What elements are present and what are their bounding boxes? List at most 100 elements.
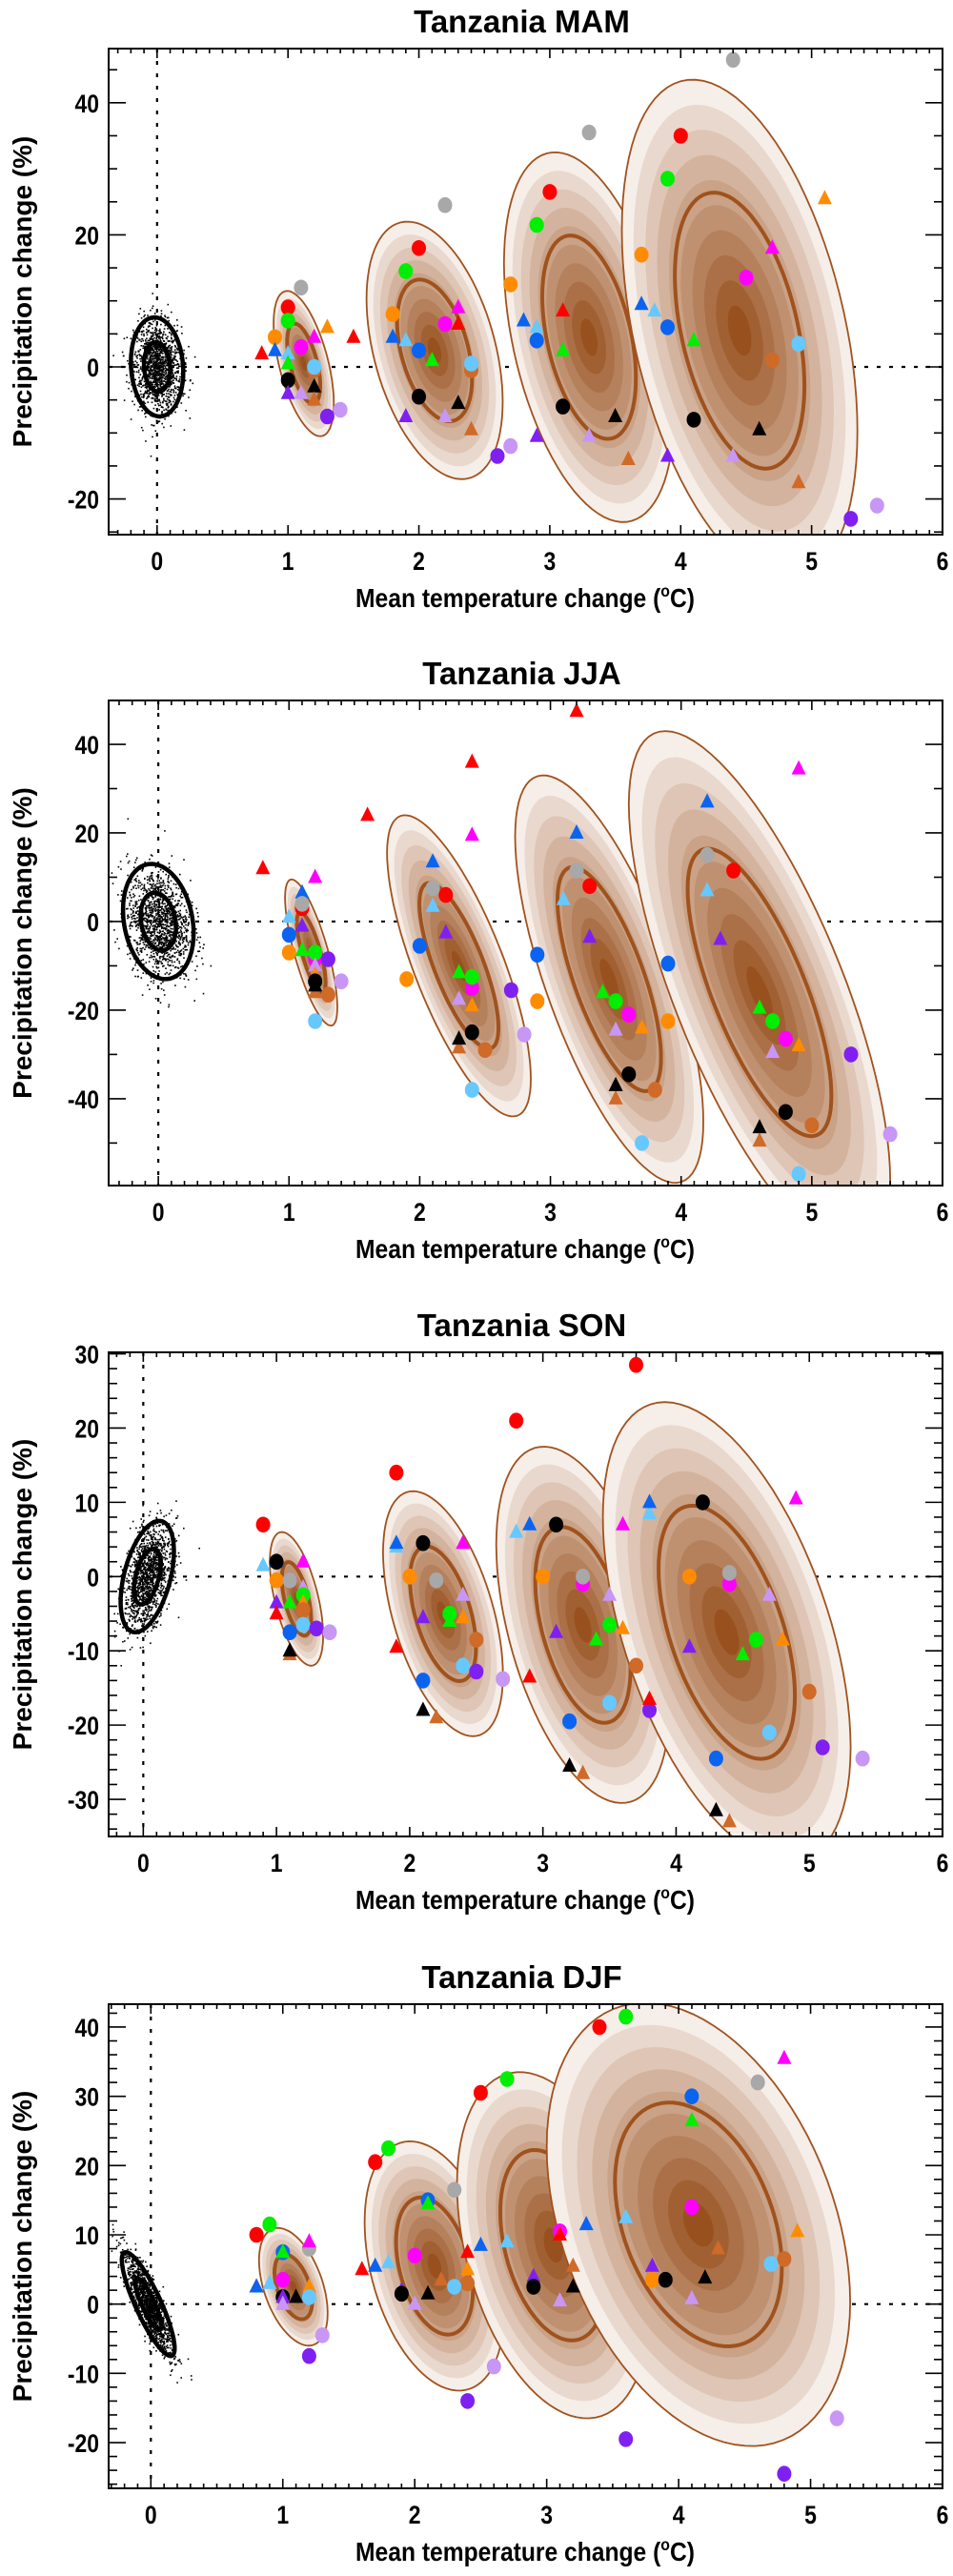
- control-sample: [137, 924, 140, 927]
- control-sample: [132, 1561, 135, 1563]
- control-sample: [162, 394, 164, 396]
- model-point-triangle: [721, 1813, 737, 1828]
- control-sample: [174, 1572, 176, 1574]
- control-sample: [128, 1582, 131, 1584]
- control-sample: [145, 1556, 147, 1559]
- control-sample: [177, 943, 180, 944]
- control-sample: [154, 369, 157, 372]
- control-sample: [132, 1596, 133, 1598]
- control-sample: [162, 401, 164, 404]
- control-sample: [157, 363, 159, 366]
- control-sample: [153, 1560, 156, 1563]
- model-point-circle: [456, 1657, 471, 1674]
- model-point-triangle: [725, 447, 740, 462]
- control-sample: [183, 973, 185, 975]
- control-sample: [135, 881, 138, 882]
- control-sample: [176, 904, 179, 906]
- control-sample: [146, 1546, 149, 1549]
- control-sample: [163, 934, 165, 936]
- model-point-triangle: [255, 860, 271, 875]
- y-axis-label: Precipitation change (%): [8, 136, 37, 448]
- control-sample: [140, 368, 143, 370]
- model-point-triangle: [708, 1801, 723, 1816]
- control-sample: [169, 919, 171, 921]
- control-sample: [167, 963, 169, 965]
- control-sample: [157, 909, 160, 911]
- control-sample: [153, 367, 155, 369]
- control-sample: [149, 909, 151, 911]
- model-point-triangle: [608, 1089, 623, 1105]
- control-sample: [132, 1624, 133, 1626]
- control-sample: [162, 1569, 164, 1572]
- model-point-triangle: [464, 420, 478, 436]
- control-sample: [145, 342, 148, 344]
- model-point-triangle: [791, 474, 806, 489]
- control-sample: [141, 1589, 143, 1591]
- control-sample: [163, 943, 165, 946]
- model-points: [255, 702, 898, 1183]
- control-sample: [145, 906, 147, 909]
- control-sample: [154, 382, 157, 384]
- control-sample: [150, 1565, 152, 1567]
- control-sample: [152, 1553, 155, 1556]
- control-sample: [159, 364, 161, 367]
- control-sample: [152, 1528, 155, 1531]
- control-sample: [141, 331, 143, 334]
- control-sample: [169, 939, 172, 942]
- control-sample: [147, 915, 150, 917]
- control-sample: [189, 389, 191, 392]
- control-outer-contour: [118, 1518, 176, 1634]
- model-point-triangle: [319, 318, 335, 334]
- control-sample: [153, 905, 155, 907]
- control-sample: [166, 1542, 169, 1545]
- control-sample: [175, 1555, 177, 1557]
- control-sample: [160, 1590, 163, 1592]
- control-sample: [131, 888, 132, 891]
- control-sample: [173, 364, 176, 366]
- control-sample: [144, 1578, 146, 1580]
- control-sample: [149, 858, 151, 861]
- control-sample: [178, 378, 181, 380]
- control-sample: [152, 927, 154, 930]
- control-sample: [164, 355, 166, 358]
- control-sample: [155, 358, 158, 360]
- control-sample: [156, 898, 159, 901]
- control-sample: [162, 362, 164, 365]
- control-sample: [169, 896, 171, 898]
- control-sample: [157, 905, 159, 908]
- control-sample: [153, 901, 155, 903]
- control-sample: [138, 937, 141, 939]
- model-point-circle: [464, 1082, 479, 1098]
- control-sample: [143, 310, 145, 313]
- control-sample: [162, 1587, 165, 1590]
- control-sample: [152, 897, 154, 899]
- control-sample: [156, 1561, 158, 1564]
- control-sample: [176, 330, 178, 332]
- control-sample: [168, 319, 171, 322]
- control-sample: [159, 919, 161, 921]
- control-sample: [155, 965, 157, 968]
- control-sample: [154, 430, 157, 432]
- control-sample: [151, 1541, 153, 1543]
- control-sample: [174, 893, 177, 896]
- control-sample: [152, 372, 154, 374]
- control-sample: [152, 385, 154, 388]
- control-sample: [186, 941, 189, 943]
- control-sample: [149, 937, 151, 939]
- control-sample: [152, 358, 154, 360]
- control-sample: [170, 924, 172, 926]
- control-sample: [157, 370, 160, 373]
- control-sample: [145, 1619, 148, 1621]
- control-sample: [172, 339, 174, 342]
- control-sample: [162, 400, 164, 403]
- control-sample: [148, 1570, 150, 1572]
- control-sample: [145, 946, 147, 948]
- control-sample: [126, 1577, 128, 1580]
- control-sample: [144, 347, 146, 350]
- control-sample: [163, 331, 165, 333]
- control-sample: [176, 324, 179, 327]
- control-sample: [162, 1563, 165, 1565]
- control-sample: [159, 378, 161, 381]
- control-sample: [165, 967, 167, 969]
- control-sample: [165, 914, 167, 917]
